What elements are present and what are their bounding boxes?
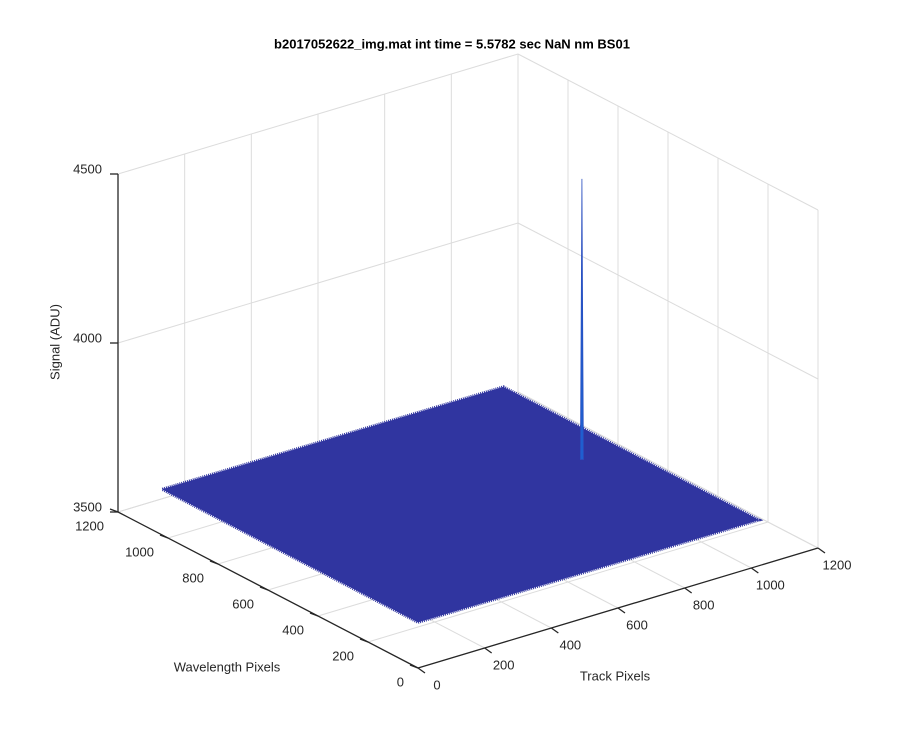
y-tick-label: 1200 — [75, 518, 104, 533]
x-tick — [684, 587, 693, 594]
grid-line — [517, 222, 819, 380]
y-tick-label: 400 — [282, 622, 304, 637]
grid-line — [517, 53, 819, 211]
z-tick-label: 3500 — [73, 499, 102, 514]
x-tick — [750, 567, 759, 574]
grid-line — [367, 521, 769, 643]
x-tick-label: 600 — [626, 617, 648, 632]
x-tick — [817, 547, 826, 554]
x-tick — [484, 647, 493, 654]
y-tick — [209, 560, 219, 565]
x-tick — [617, 607, 626, 614]
x-tick-label: 1200 — [823, 557, 852, 572]
x-tick-label: 0 — [433, 677, 440, 692]
y-tick-label: 800 — [182, 570, 204, 585]
y-tick-label: 1000 — [125, 544, 154, 559]
x-tick-label: 200 — [493, 657, 515, 672]
z-tick-label: 4000 — [73, 330, 102, 345]
y-tick — [259, 586, 269, 591]
grid-line — [117, 222, 519, 344]
y-axis-title: Wavelength Pixels — [174, 659, 281, 674]
y-tick-label: 200 — [332, 648, 354, 663]
z-tick-label: 4500 — [73, 161, 102, 176]
peak — [580, 178, 584, 460]
z-axis-title: Signal (ADU) — [47, 304, 62, 380]
grid-line — [517, 391, 819, 549]
y-tick-label: 600 — [232, 596, 254, 611]
y-tick-label: 0 — [397, 674, 404, 689]
x-tick-label: 1000 — [756, 577, 785, 592]
x-tick-label: 400 — [559, 637, 581, 652]
x-tick — [417, 667, 426, 674]
y-tick — [159, 534, 169, 539]
y-tick — [359, 638, 369, 643]
x-tick-label: 800 — [693, 597, 715, 612]
x-tick — [550, 627, 559, 634]
chart-title: b2017052622_img.mat int time = 5.5782 se… — [274, 36, 630, 51]
y-tick — [309, 612, 319, 617]
grid-line — [117, 53, 519, 175]
y-tick — [409, 664, 419, 669]
x-axis-title: Track Pixels — [580, 668, 651, 683]
surface — [158, 385, 764, 624]
